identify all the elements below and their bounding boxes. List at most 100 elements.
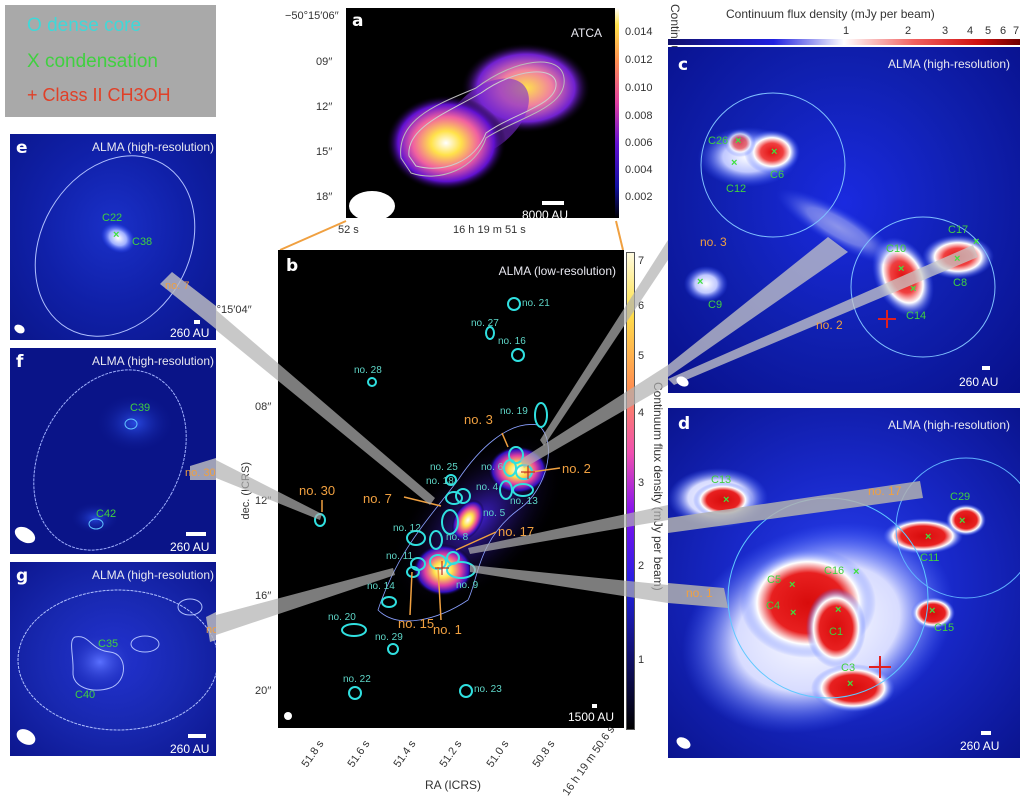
condensation-marker: × (959, 515, 966, 527)
legend-box: O dense core X condensation + Class II C… (5, 5, 216, 117)
core-label-linked: no. 1 (433, 622, 462, 637)
condensation-label: C26 (708, 135, 729, 147)
condensation-label: C12 (726, 183, 747, 195)
dec-tick: −50°15′06′′ (285, 10, 339, 22)
panel-b-alma-low-res-map: b ALMA (low-resolution) no. 21 no. 27 no… (278, 250, 624, 728)
ra-tick: 16 h 19 m 50.6 s (560, 723, 618, 799)
beam-ellipse (349, 191, 395, 218)
cb-tick: 1 (638, 654, 645, 666)
cb-tick: 7 (638, 255, 645, 267)
condensation-label: C13 (711, 474, 732, 486)
condensation-label: C14 (906, 310, 927, 322)
legend-class2-methanol: + Class II CH3OH (27, 85, 171, 105)
scale-label: 260 AU (170, 742, 210, 756)
panel-f-alma-high-res: C39 C42 no. 30 f ALMA (high-resolution) … (10, 348, 216, 554)
condensation-label: C1 (829, 626, 844, 638)
core-label: no. 21 (522, 298, 550, 309)
core-label: no. 8 (446, 532, 469, 543)
panel-a-colorbar (615, 8, 619, 218)
scale-label: 260 AU (170, 540, 210, 554)
panel-c-alma-high-res: × × × × × × × × C26 C6 C12 C9 C10 C17 C8… (668, 47, 1020, 393)
cb-tick: 5 (985, 25, 992, 37)
core-label: no. 4 (476, 482, 499, 493)
core-label-linked: no. 17 (498, 524, 535, 539)
ra-tick: 50.8 s (530, 738, 558, 770)
ra-tick: 51.2 s (437, 738, 465, 770)
condensation-marker: × (910, 283, 917, 295)
dec-tick: 20′′ (255, 685, 272, 697)
core-label: no. 25 (430, 462, 458, 473)
cb-tick: 2 (638, 560, 645, 572)
condensation-label: C10 (886, 243, 907, 255)
dec-tick: 16′′ (255, 590, 272, 602)
link-label: no. 2 (816, 318, 843, 332)
dec-tick: 12′′ (255, 495, 272, 507)
scale-bar (194, 320, 200, 324)
cb-tick: 0.008 (625, 110, 653, 122)
condensation-marker: × (847, 678, 854, 690)
condensation-marker: × (973, 236, 980, 248)
scale-label: 260 AU (960, 739, 1000, 753)
scale-bar (592, 704, 597, 708)
cb-tick: 0.012 (625, 54, 653, 66)
scale-bar (542, 201, 564, 205)
panel-f-emission (33, 369, 216, 551)
condensation-marker: × (925, 531, 932, 543)
condensation-label: C39 (130, 402, 151, 414)
condensation-label: C4 (766, 600, 781, 612)
core-label: no. 28 (354, 365, 382, 376)
panel-b-title: ALMA (low-resolution) (498, 264, 616, 278)
scale-label: 260 AU (170, 326, 210, 340)
panel-a-label: a (352, 11, 364, 31)
core-label: no. 11 (386, 551, 414, 562)
panel-f-label: f (16, 352, 24, 372)
condensation-marker: × (113, 229, 120, 241)
ra-tick: 51.0 s (484, 738, 512, 770)
top-colorbar (668, 39, 1020, 45)
cb-tick: 6 (1000, 25, 1007, 37)
condensation-label: C9 (708, 299, 723, 311)
cb-tick: 0.006 (625, 137, 653, 149)
scale-bar (188, 734, 206, 738)
cb-tick: 0.014 (625, 26, 653, 38)
core-label-linked: no. 7 (363, 491, 392, 506)
legend-dense-core: O dense core (27, 15, 142, 36)
core-label: no. 14 (367, 581, 395, 592)
dec-tick: 08′′ (255, 401, 272, 413)
core-label: no. 9 (456, 580, 479, 591)
link-label: no. 15 (206, 624, 216, 636)
core-label-linked: no. 30 (299, 483, 336, 498)
condensation-label: C5 (767, 574, 782, 586)
core-label: no. 19 (500, 406, 528, 417)
cb-tick: 0.010 (625, 82, 653, 94)
panel-b-colorbar-label: Continuum flux density (mJy per beam) (651, 382, 665, 591)
link-label: no. 7 (165, 280, 190, 292)
cb-tick: 1 (843, 25, 850, 37)
core-label: no. 18 (426, 476, 454, 487)
panel-g-label: g (16, 566, 29, 586)
panel-c-emission (668, 92, 996, 385)
cb-tick: 4 (638, 407, 645, 419)
dec-tick: 09′′ (316, 56, 333, 68)
core-label-linked: no. 15 (398, 616, 435, 631)
condensation-marker: × (790, 607, 797, 619)
panel-c-label: c (678, 55, 689, 75)
ra-tick: 16 h 19 m 51 s (453, 224, 526, 236)
condensation-label: C8 (953, 277, 968, 289)
ra-tick: 51.4 s (391, 738, 419, 770)
panel-b-colorbar (626, 252, 635, 730)
atca-emission (386, 43, 591, 191)
condensation-label: C6 (770, 169, 785, 181)
panel-b-label: b (286, 256, 299, 276)
condensation-marker: × (735, 135, 742, 147)
link-label: no. 30 (185, 467, 216, 479)
condensation-marker: × (853, 566, 860, 578)
core-label-linked: no. 3 (464, 412, 493, 427)
cb-tick: 2 (905, 25, 912, 37)
panel-b-xlabel: RA (ICRS) (425, 778, 482, 792)
panel-g-emission (17, 589, 216, 731)
condensation-marker: × (731, 157, 738, 169)
core-label: no. 12 (393, 523, 421, 534)
cb-tick: 3 (942, 25, 949, 37)
condensation-label: C29 (950, 491, 971, 503)
